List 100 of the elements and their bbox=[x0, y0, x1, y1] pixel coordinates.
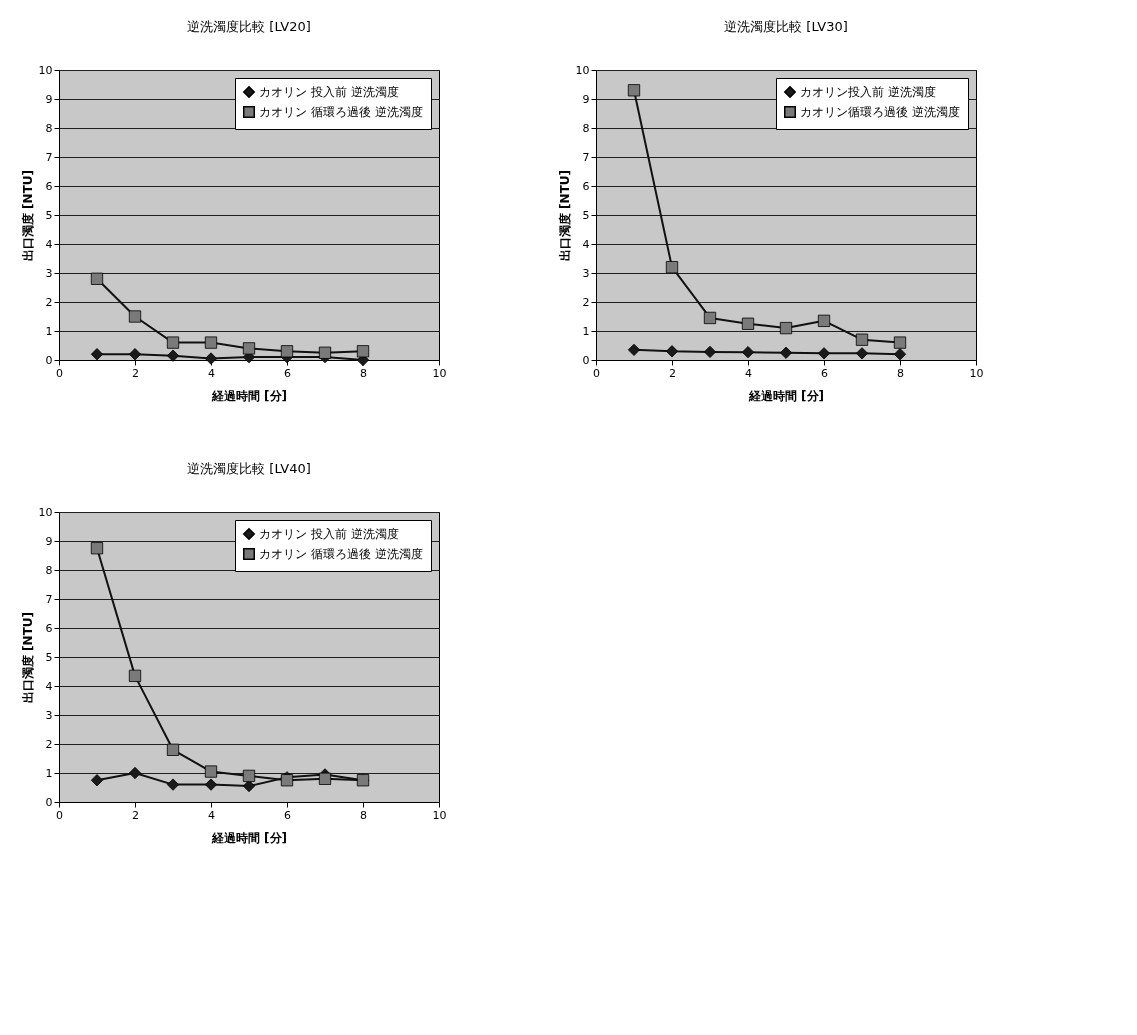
point bbox=[627, 84, 641, 97]
point bbox=[280, 345, 294, 358]
y-tick-label: 4 bbox=[45, 679, 53, 693]
chart-title: 逆洗濁度比較 [LV20] bbox=[187, 19, 311, 34]
y-tick-label: 6 bbox=[582, 179, 590, 193]
x-tick-label: 6 bbox=[284, 366, 291, 380]
x-tick-label: 0 bbox=[56, 366, 63, 380]
x-tick-label: 8 bbox=[360, 366, 367, 380]
point bbox=[855, 347, 869, 360]
y-tick-label: 10 bbox=[38, 505, 53, 519]
point bbox=[128, 766, 142, 780]
x-tick-label: 10 bbox=[432, 366, 447, 380]
point bbox=[817, 314, 831, 327]
x-tick-label: 2 bbox=[669, 366, 676, 380]
y-tick-label: 5 bbox=[582, 208, 590, 222]
point bbox=[204, 765, 218, 778]
y-tick-label: 7 bbox=[582, 150, 590, 164]
x-tick-label: 10 bbox=[969, 366, 984, 380]
point bbox=[665, 345, 679, 358]
point bbox=[90, 348, 104, 361]
point bbox=[90, 774, 104, 787]
point bbox=[90, 542, 104, 555]
y-tick-label: 9 bbox=[45, 534, 53, 548]
chart-title: 逆洗濁度比較 [LV30] bbox=[724, 19, 848, 34]
point bbox=[855, 333, 869, 346]
y-tick-label: 10 bbox=[575, 63, 590, 77]
point bbox=[741, 346, 755, 359]
point bbox=[128, 310, 142, 323]
y-axis-title: 出口濁度 [NTU] bbox=[20, 611, 35, 704]
x-tick-label: 8 bbox=[897, 366, 904, 380]
point bbox=[779, 346, 793, 359]
point bbox=[741, 317, 755, 330]
y-tick-label: 9 bbox=[582, 92, 590, 106]
x-tick-label: 2 bbox=[132, 808, 139, 822]
point bbox=[779, 322, 793, 335]
x-tick-label: 4 bbox=[208, 808, 215, 822]
y-tick-label: 8 bbox=[45, 563, 53, 577]
legend-label: カオリン 投入前 逆洗濁度 bbox=[259, 527, 399, 541]
y-tick-label: 3 bbox=[45, 266, 53, 280]
point bbox=[703, 345, 717, 358]
x-tick-label: 0 bbox=[593, 366, 600, 380]
x-tick-label: 10 bbox=[432, 808, 447, 822]
y-tick-label: 2 bbox=[45, 295, 53, 309]
point bbox=[893, 348, 907, 361]
y-tick-label: 6 bbox=[45, 621, 53, 635]
point bbox=[90, 272, 104, 285]
y-tick-label: 6 bbox=[45, 179, 53, 193]
legend-label: カオリン 循環ろ過後 逆洗濁度 bbox=[259, 105, 423, 119]
point bbox=[166, 336, 180, 349]
y-tick-label: 8 bbox=[45, 121, 53, 135]
point bbox=[204, 352, 218, 365]
point bbox=[627, 343, 641, 356]
y-tick-label: 0 bbox=[45, 795, 53, 809]
x-tick-label: 6 bbox=[821, 366, 828, 380]
point bbox=[318, 346, 332, 359]
x-tick-label: 2 bbox=[132, 366, 139, 380]
point bbox=[204, 778, 218, 791]
legend-label: カオリン循環ろ過後 逆洗濁度 bbox=[800, 105, 960, 119]
point bbox=[166, 743, 180, 756]
y-tick-label: 2 bbox=[45, 737, 53, 751]
x-tick-label: 8 bbox=[360, 808, 367, 822]
point bbox=[242, 779, 256, 793]
point bbox=[128, 348, 142, 361]
y-tick-label: 4 bbox=[45, 237, 53, 251]
y-tick-label: 1 bbox=[45, 766, 53, 780]
x-tick-label: 4 bbox=[745, 366, 752, 380]
point bbox=[166, 349, 180, 362]
x-tick-label: 6 bbox=[284, 808, 291, 822]
legend-label: カオリン 循環ろ過後 逆洗濁度 bbox=[259, 547, 423, 561]
point bbox=[204, 336, 218, 349]
chart-title: 逆洗濁度比較 [LV40] bbox=[187, 461, 311, 476]
point bbox=[318, 772, 332, 785]
point bbox=[128, 669, 142, 682]
point bbox=[356, 345, 370, 358]
point bbox=[242, 342, 256, 355]
point bbox=[242, 769, 256, 782]
x-axis-title: 経過時間 [分] bbox=[210, 830, 288, 845]
y-tick-label: 5 bbox=[45, 650, 53, 664]
x-tick-label: 4 bbox=[208, 366, 215, 380]
point bbox=[665, 261, 679, 274]
y-axis-title: 出口濁度 [NTU] bbox=[20, 169, 35, 262]
y-tick-label: 5 bbox=[45, 208, 53, 222]
y-tick-label: 0 bbox=[45, 353, 53, 367]
point bbox=[166, 778, 180, 791]
legend-label: カオリン 投入前 逆洗濁度 bbox=[259, 85, 399, 99]
point bbox=[817, 347, 831, 360]
y-tick-label: 10 bbox=[38, 63, 53, 77]
y-tick-label: 4 bbox=[582, 237, 590, 251]
legend-label: カオリン投入前 逆洗濁度 bbox=[800, 85, 936, 99]
x-axis-title: 経過時間 [分] bbox=[747, 388, 825, 403]
y-tick-label: 7 bbox=[45, 592, 53, 606]
y-tick-label: 3 bbox=[45, 708, 53, 722]
y-tick-label: 1 bbox=[45, 324, 53, 338]
point bbox=[703, 311, 717, 325]
x-tick-label: 0 bbox=[56, 808, 63, 822]
y-tick-label: 1 bbox=[582, 324, 590, 338]
point bbox=[893, 336, 907, 349]
y-tick-label: 8 bbox=[582, 121, 590, 135]
y-tick-label: 2 bbox=[582, 295, 590, 309]
y-tick-label: 7 bbox=[45, 150, 53, 164]
